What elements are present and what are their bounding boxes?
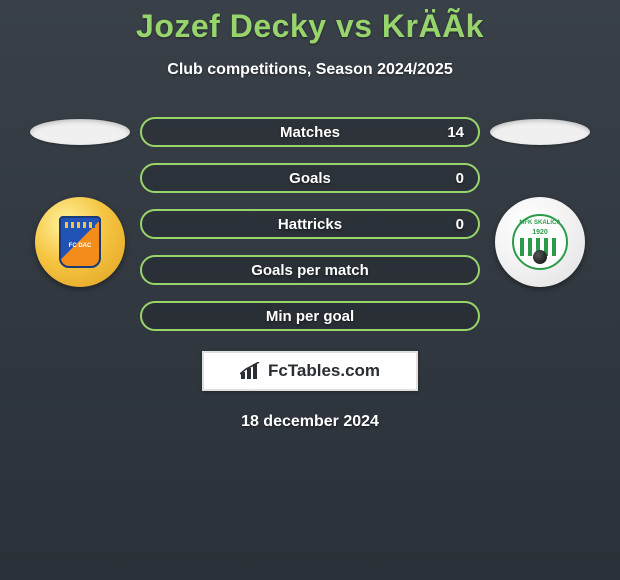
player-left-photo-placeholder bbox=[30, 119, 130, 145]
stat-label: Hattricks bbox=[278, 216, 342, 233]
club-badge-right-ball-icon bbox=[533, 250, 547, 264]
stat-value-right: 0 bbox=[456, 170, 464, 187]
content-row: FC DAC Matches 14 Goals 0 Hattricks 0 Goals pe… bbox=[0, 117, 620, 331]
stat-value-right: 14 bbox=[447, 124, 464, 141]
stat-label: Goals per match bbox=[251, 262, 369, 279]
stat-row: Matches 14 bbox=[140, 117, 480, 147]
stat-row: Goals 0 bbox=[140, 163, 480, 193]
stat-label: Matches bbox=[280, 124, 340, 141]
brand-name: FcTables.com bbox=[268, 361, 380, 381]
page-title: Jozef Decky vs KrÄÃ­k bbox=[136, 8, 484, 45]
brand-watermark[interactable]: FcTables.com bbox=[202, 351, 418, 391]
stats-column: Matches 14 Goals 0 Hattricks 0 Goals per match… bbox=[140, 117, 480, 331]
comparison-card: Jozef Decky vs KrÄÃ­k Club competitions,… bbox=[0, 0, 620, 431]
club-badge-right: MFK SKALICA 1920 bbox=[495, 197, 585, 287]
club-badge-left-shield: FC DAC bbox=[59, 216, 101, 268]
stat-row: Goals per match bbox=[140, 255, 480, 285]
bar-chart-icon bbox=[240, 362, 262, 380]
player-right-column: MFK SKALICA 1920 bbox=[480, 117, 600, 287]
stat-row: Min per goal bbox=[140, 301, 480, 331]
club-badge-right-inner: MFK SKALICA 1920 bbox=[512, 214, 568, 270]
stat-row: Hattricks 0 bbox=[140, 209, 480, 239]
stat-label: Min per goal bbox=[266, 308, 354, 325]
club-badge-left-initials: FC DAC bbox=[69, 243, 92, 250]
date-text: 18 december 2024 bbox=[241, 413, 379, 431]
player-right-photo-placeholder bbox=[490, 119, 590, 145]
club-badge-right-year: 1920 bbox=[532, 229, 548, 236]
club-badge-left: FC DAC bbox=[35, 197, 125, 287]
subtitle: Club competitions, Season 2024/2025 bbox=[167, 61, 452, 79]
club-badge-right-toptext: MFK SKALICA bbox=[519, 220, 560, 226]
stat-label: Goals bbox=[289, 170, 331, 187]
stat-value-right: 0 bbox=[456, 216, 464, 233]
player-left-column: FC DAC bbox=[20, 117, 140, 287]
